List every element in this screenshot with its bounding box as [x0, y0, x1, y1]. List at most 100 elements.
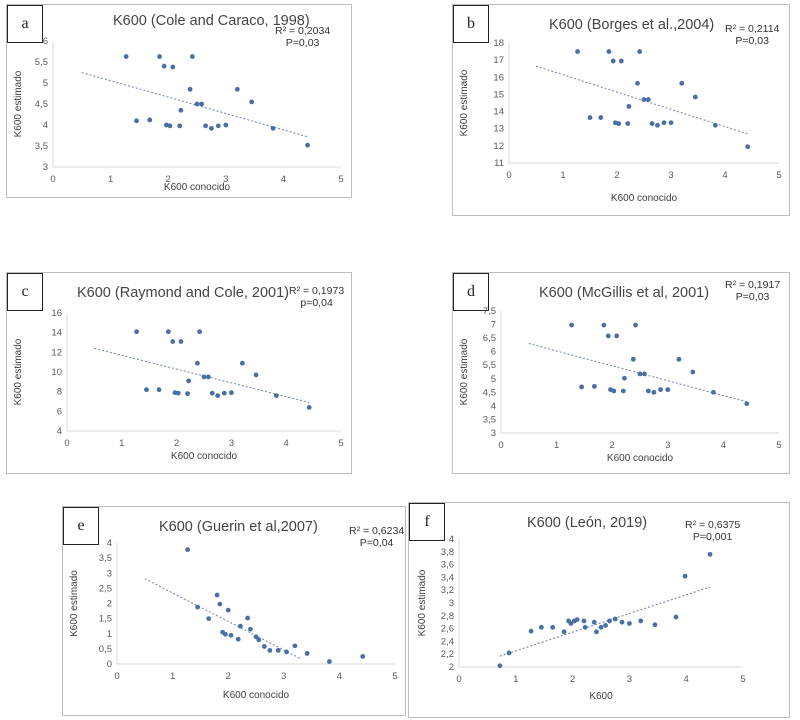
x-tick-label: 1: [513, 674, 518, 685]
y-tick-label: 3,5: [35, 141, 48, 152]
stats-annotation: R² = 0,2114 P=0,03: [725, 23, 779, 47]
data-point: [223, 631, 228, 637]
data-point: [587, 115, 593, 120]
data-point: [616, 121, 622, 126]
data-point: [215, 393, 221, 398]
x-tick-label: 0: [114, 671, 119, 682]
y-tick-label: 12: [493, 141, 504, 152]
y-tick-label: 10: [51, 367, 62, 378]
chart-title: K600 (McGillis et al, 2001): [539, 285, 710, 301]
x-tick-label: 3: [229, 438, 234, 449]
data-point: [201, 374, 207, 380]
data-point: [170, 64, 176, 70]
data-point: [579, 384, 585, 390]
data-point: [209, 125, 214, 131]
y-tick-label: 1: [107, 629, 112, 640]
data-point: [682, 573, 688, 579]
data-point: [199, 101, 205, 107]
data-point: [223, 122, 229, 128]
data-point: [575, 49, 580, 54]
data-point: [156, 387, 162, 393]
data-point: [594, 629, 599, 635]
data-point: [209, 390, 215, 396]
data-point: [679, 80, 685, 86]
y-axis-label: K600 estimado: [13, 70, 24, 137]
x-tick-label: 1: [554, 440, 559, 451]
y-tick-label: 3: [107, 568, 112, 579]
y-tick-label: 3,6: [441, 560, 454, 571]
scatter-plot: 3 3,5 4 4,5 5 5,5 6 6,5 7 7,5 0 1 2 3 4 5 K600 conocido K…: [459, 306, 782, 464]
stats-annotation: R² = 0,6375 P=0,001: [685, 519, 740, 543]
data-point: [195, 604, 201, 610]
y-tick-label: 4: [107, 538, 112, 549]
data-point: [326, 659, 332, 664]
panel-letter: b: [453, 5, 489, 43]
y-tick-label: 1,5: [99, 614, 112, 625]
x-tick-label: 0: [506, 170, 511, 181]
data-point: [245, 615, 251, 621]
data-point: [538, 624, 544, 630]
data-point: [249, 99, 255, 105]
y-tick-label: 16: [493, 72, 504, 83]
y-tick-label: 0: [107, 659, 112, 670]
data-point: [360, 654, 366, 659]
data-point: [238, 623, 243, 629]
data-point: [185, 391, 190, 397]
y-tick-label: 7: [491, 320, 496, 331]
y-tick-label: 3,5: [99, 553, 112, 564]
y-tick-label: 3,4: [441, 572, 454, 583]
data-point: [205, 374, 211, 380]
data-point: [178, 107, 184, 113]
data-point: [676, 356, 682, 362]
data-point: [267, 647, 273, 653]
panel-letter: d: [453, 273, 489, 311]
stats-annotation: R² = 0,1973 p=0,04: [289, 285, 344, 309]
x-tick-label: 4: [284, 438, 289, 449]
x-axis-label: K600 conocido: [607, 453, 674, 464]
data-point: [619, 619, 625, 625]
x-axis-label: K600: [589, 691, 613, 702]
y-tick-label: 3,8: [441, 547, 454, 558]
data-point: [185, 547, 191, 553]
data-point: [234, 86, 240, 92]
r-squared-label: R² = 0,1917: [725, 279, 781, 291]
r-squared-label: R² = 0,2114: [725, 23, 780, 35]
data-point: [528, 628, 534, 634]
data-point: [635, 80, 640, 86]
y-tick-label: 2: [449, 662, 454, 673]
x-axis-label: K600 conocido: [611, 193, 678, 204]
data-point: [622, 375, 627, 381]
panel-letter: a: [7, 5, 43, 43]
data-point: [561, 629, 567, 635]
data-point: [225, 607, 231, 613]
data-point: [186, 378, 192, 384]
data-point: [581, 618, 587, 624]
x-tick-label: 5: [338, 438, 343, 449]
data-point: [568, 621, 574, 626]
y-tick-label: 3,5: [483, 414, 496, 425]
data-point: [605, 333, 611, 339]
data-point: [270, 125, 276, 131]
x-tick-label: 2: [610, 440, 615, 451]
x-tick-label: 4: [281, 174, 286, 185]
scatter-plot: 0 0,5 1 1,5 2 2,5 3 3,5 4 0 1 2 3 4 5 K600 conocido K600…: [69, 538, 398, 701]
panel-letter: f: [409, 503, 445, 541]
y-tick-label: 2: [107, 599, 112, 610]
r-squared-label: R² = 0,2034: [275, 25, 331, 37]
data-point: [221, 390, 227, 396]
data-point: [248, 626, 253, 632]
data-point: [707, 551, 713, 557]
data-point: [655, 122, 660, 128]
data-point: [582, 624, 588, 630]
chart-title: K600 (Cole and Caraco, 1998): [113, 13, 310, 29]
x-tick-label: 4: [684, 674, 689, 685]
data-point: [618, 58, 624, 64]
data-point: [161, 63, 167, 69]
data-point: [217, 601, 223, 607]
data-point: [256, 637, 262, 643]
data-point: [134, 118, 139, 124]
y-tick-label: 2,6: [441, 624, 454, 635]
data-point: [625, 121, 631, 126]
p-value-label: P=0,04: [359, 537, 394, 549]
x-axis-label: K600 conocido: [223, 690, 290, 701]
